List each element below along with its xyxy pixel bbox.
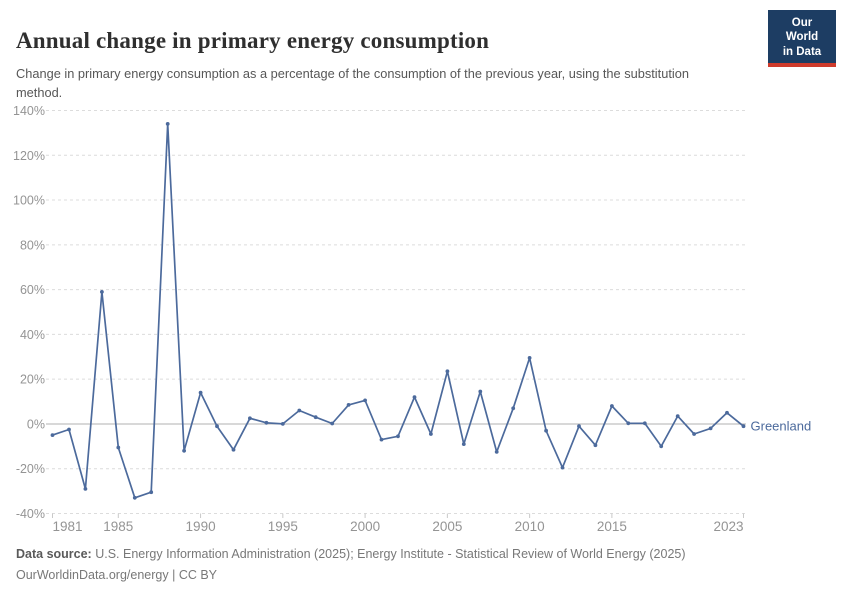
- data-point[interactable]: [494, 450, 499, 454]
- data-point[interactable]: [313, 415, 318, 420]
- data-point[interactable]: [675, 414, 680, 418]
- data-source-text: U.S. Energy Information Administration (…: [91, 547, 686, 561]
- data-point[interactable]: [330, 421, 335, 426]
- series-label[interactable]: Greenland: [751, 419, 812, 434]
- y-tick-label: 40%: [20, 328, 45, 342]
- data-point[interactable]: [527, 356, 532, 360]
- data-point[interactable]: [725, 410, 729, 415]
- data-point[interactable]: [264, 420, 269, 425]
- y-tick-label: 20%: [20, 373, 45, 387]
- y-tick-label: 80%: [20, 238, 45, 252]
- data-point[interactable]: [231, 447, 236, 452]
- data-point[interactable]: [132, 495, 137, 500]
- y-tick-label: 140%: [13, 104, 45, 118]
- data-source-label: Data source:: [16, 547, 92, 561]
- x-tick-label: 2023: [713, 519, 743, 534]
- data-point[interactable]: [149, 490, 154, 495]
- data-point[interactable]: [67, 427, 71, 432]
- data-point[interactable]: [429, 432, 433, 436]
- data-source-line: Data source: U.S. Energy Information Adm…: [16, 544, 836, 565]
- data-point[interactable]: [610, 404, 614, 408]
- owid-url-link[interactable]: OurWorldinData.org/energy: [16, 568, 169, 583]
- x-tick-label: 2000: [350, 519, 380, 534]
- data-point[interactable]: [659, 444, 664, 449]
- y-tick-label: -20%: [16, 462, 45, 476]
- data-point[interactable]: [692, 432, 696, 436]
- data-point[interactable]: [297, 408, 302, 413]
- data-point[interactable]: [741, 424, 746, 429]
- data-point[interactable]: [511, 406, 516, 411]
- x-tick-label: 2005: [432, 519, 462, 534]
- owid-logo-line2: in Data: [782, 45, 822, 58]
- x-tick-label: 1995: [268, 519, 298, 534]
- data-point[interactable]: [708, 426, 713, 431]
- data-point[interactable]: [83, 487, 88, 491]
- owid-logo-line1: Our World: [785, 17, 819, 44]
- data-point[interactable]: [412, 395, 417, 399]
- data-point[interactable]: [363, 398, 367, 403]
- data-point[interactable]: [116, 445, 121, 450]
- y-tick-label: 100%: [13, 194, 45, 208]
- data-point[interactable]: [165, 122, 170, 126]
- y-tick-label: 60%: [20, 283, 45, 297]
- data-point[interactable]: [100, 290, 104, 294]
- chart-subtitle: Change in primary energy consumption as …: [16, 65, 689, 100]
- chart-footer: Data source: U.S. Energy Information Adm…: [16, 544, 836, 587]
- data-point[interactable]: [544, 428, 548, 433]
- y-tick-label: 0%: [27, 417, 45, 431]
- x-tick-label: 2015: [597, 519, 627, 534]
- data-point[interactable]: [626, 421, 631, 426]
- owid-logo: Our World in Data: [768, 10, 836, 68]
- series-line[interactable]: [51, 123, 745, 499]
- x-tick-label: 1981: [53, 519, 83, 534]
- data-point[interactable]: [642, 421, 647, 426]
- x-tick-label: 1990: [186, 519, 216, 534]
- y-tick-label: 120%: [13, 149, 45, 163]
- data-point[interactable]: [461, 442, 466, 446]
- data-point[interactable]: [379, 437, 384, 442]
- page-title: Annual change in primary energy consumpt…: [16, 28, 490, 54]
- data-point[interactable]: [280, 422, 285, 426]
- data-point[interactable]: [396, 434, 400, 439]
- x-tick-label: 1985: [103, 519, 133, 534]
- data-point[interactable]: [593, 443, 598, 448]
- license-text: | CC BY: [168, 568, 218, 583]
- data-point[interactable]: [198, 390, 203, 395]
- data-point[interactable]: [346, 403, 351, 407]
- y-tick-label: -40%: [16, 507, 45, 521]
- data-point[interactable]: [50, 433, 55, 437]
- data-point[interactable]: [445, 369, 450, 374]
- data-point[interactable]: [182, 448, 187, 453]
- license-line: OurWorldinData.org/energy | CC BY: [16, 565, 836, 586]
- data-point[interactable]: [478, 389, 483, 394]
- data-point[interactable]: [560, 465, 565, 470]
- data-point[interactable]: [248, 416, 252, 421]
- data-point[interactable]: [215, 424, 219, 429]
- data-point[interactable]: [577, 424, 581, 429]
- x-tick-label: 2010: [515, 519, 545, 534]
